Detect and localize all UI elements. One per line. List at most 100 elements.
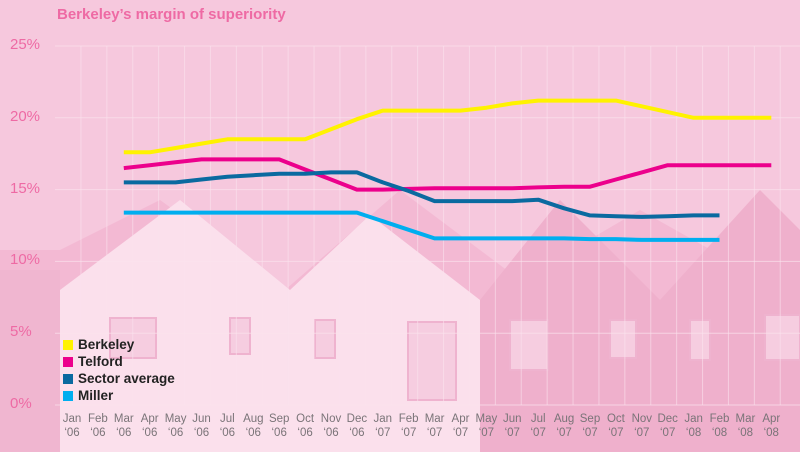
chart-title: Berkeley’s margin of superiority [57, 6, 286, 23]
x-tick-label: Jul ‘07 [525, 412, 551, 440]
x-tick-year: ‘07 [504, 427, 520, 439]
x-tick-year: ‘07 [426, 427, 443, 439]
x-tick-label: May ‘07 [473, 412, 499, 440]
x-tick-month: May [164, 413, 187, 425]
x-tick-year: ‘07 [530, 427, 546, 439]
x-tick-month: Mar [735, 413, 756, 425]
x-tick-label: Feb ‘08 [707, 412, 733, 440]
x-tick-label: Oct ‘07 [603, 412, 629, 440]
x-tick-label: Mar ‘06 [111, 412, 137, 440]
legend-swatch-miller [63, 390, 73, 401]
x-tick-label: May ‘06 [163, 412, 189, 440]
x-tick-year: ‘07 [660, 427, 676, 439]
x-tick-month: Jan [62, 413, 82, 425]
x-tick-year: ‘06 [349, 427, 365, 439]
x-tick-month: Apr [451, 413, 470, 425]
x-tick-label: Jan ‘08 [681, 412, 707, 440]
legend-swatch-telford [63, 356, 73, 367]
legend-label: Telford [78, 354, 123, 369]
x-tick-label: Jan ‘07 [370, 412, 396, 440]
x-tick-label: Jun ‘07 [499, 412, 525, 440]
x-tick-month: Jul [530, 413, 546, 425]
legend-item-berkeley: Berkeley [63, 336, 175, 353]
x-tick-month: Jul [220, 413, 235, 425]
x-tick-label: Feb ‘06 [85, 412, 111, 440]
x-tick-label: Feb ‘07 [396, 412, 422, 440]
legend-label: Miller [78, 388, 114, 403]
series-line-telford [123, 157, 772, 192]
legend-item-telford: Telford [63, 353, 175, 370]
x-tick-label: Apr ‘07 [448, 412, 474, 440]
x-tick-year: ‘07 [556, 427, 572, 439]
x-tick-year: ‘08 [711, 427, 728, 439]
x-tick-year: ‘06 [245, 427, 261, 439]
x-tick-month: Jan [373, 413, 393, 425]
x-tick-label: Apr ‘08 [758, 412, 784, 440]
x-tick-year: ‘07 [582, 427, 598, 439]
x-tick-month: Jun [192, 413, 211, 425]
x-tick-year: ‘07 [608, 427, 624, 439]
y-tick-label: 5% [10, 323, 32, 341]
x-tick-label: Aug ‘06 [240, 412, 266, 440]
x-tick-year: ‘07 [401, 427, 417, 439]
x-tick-label: Sep ‘06 [266, 412, 292, 440]
x-tick-label: Nov ‘07 [629, 412, 655, 440]
x-tick-year: ‘06 [271, 427, 287, 439]
series-line-berkeley [123, 98, 772, 155]
x-tick-year: ‘07 [478, 427, 495, 439]
x-tick-label: Sep ‘07 [577, 412, 603, 440]
series-line-miller [123, 210, 720, 242]
legend-item-miller: Miller [63, 387, 175, 404]
legend-label: Sector average [78, 371, 175, 386]
x-tick-year: ‘06 [297, 427, 313, 439]
x-tick-label: Jan ‘06 [59, 412, 85, 440]
x-tick-year: ‘06 [142, 427, 158, 439]
x-tick-month: May [475, 413, 498, 425]
x-tick-label: Mar ‘07 [422, 412, 448, 440]
x-tick-label: Apr ‘06 [137, 412, 163, 440]
x-tick-year: ‘06 [193, 427, 210, 439]
y-tick-label: 15% [10, 179, 41, 197]
y-tick-label: 25% [10, 36, 41, 53]
legend-swatch-sector-average [63, 373, 73, 384]
gridlines [55, 45, 800, 406]
x-tick-year: ‘08 [763, 427, 779, 439]
x-tick-month: Feb [398, 413, 419, 425]
x-tick-year: ‘06 [64, 427, 80, 439]
x-tick-year: ‘06 [323, 427, 339, 439]
series-lines [123, 98, 772, 242]
x-tick-month: Dec [657, 413, 678, 425]
x-tick-year: ‘06 [219, 427, 236, 439]
legend-label: Berkeley [78, 337, 135, 352]
x-tick-label: Jul ‘06 [214, 412, 240, 440]
x-tick-label: Aug ‘07 [551, 412, 577, 440]
legend-swatch-berkeley [63, 339, 73, 350]
x-tick-year: ‘07 [375, 427, 391, 439]
x-tick-label: Oct ‘06 [292, 412, 318, 440]
x-tick-month: Aug [243, 413, 264, 425]
x-tick-label: Dec ‘06 [344, 412, 370, 440]
x-tick-month: Apr [140, 413, 159, 425]
x-tick-year: ‘07 [452, 427, 469, 439]
x-tick-month: Dec [346, 413, 368, 425]
x-tick-month: Sep [268, 413, 290, 425]
x-tick-label: Nov ‘06 [318, 412, 344, 440]
x-tick-label: Jun ‘06 [189, 412, 215, 440]
x-tick-month: Mar [113, 413, 134, 425]
x-tick-year: ‘07 [634, 427, 650, 439]
x-tick-year: ‘08 [685, 427, 702, 439]
x-tick-label: Mar ‘08 [732, 412, 758, 440]
y-tick-label: 10% [10, 251, 41, 269]
legend-item-sector-average: Sector average [63, 370, 175, 387]
x-tick-month: Mar [424, 413, 445, 425]
x-tick-label: Dec ‘07 [655, 412, 681, 440]
x-tick-year: ‘06 [116, 427, 132, 439]
series-line-sector [123, 170, 720, 219]
legend: Berkeley Telford Sector average Miller [63, 336, 175, 404]
x-tick-month: Sep [579, 413, 601, 425]
x-tick-month: Oct [296, 413, 315, 425]
x-tick-year: ‘06 [90, 427, 106, 439]
x-tick-month: Apr [762, 413, 781, 425]
x-tick-month: Jun [503, 413, 522, 425]
